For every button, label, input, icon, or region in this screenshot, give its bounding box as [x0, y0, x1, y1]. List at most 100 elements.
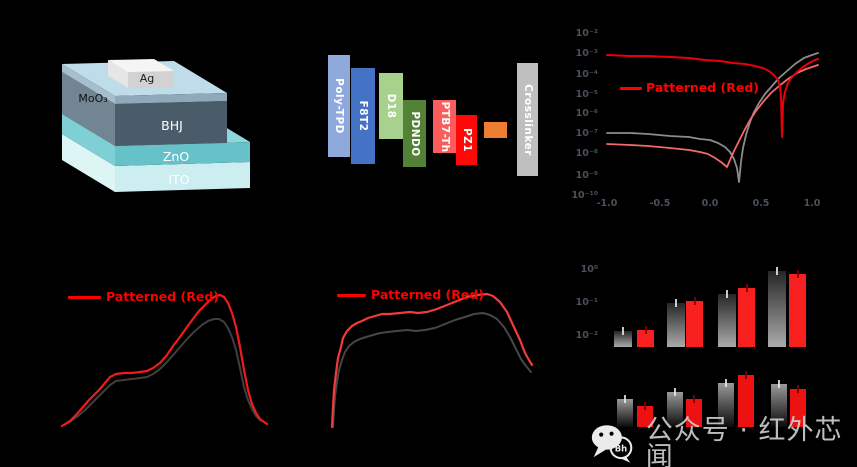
- eqe-legend-line: [68, 296, 101, 299]
- spectral-legend-line: [337, 294, 366, 297]
- axis-tick-label: 10⁻⁷: [575, 128, 598, 139]
- energy-bar-f8t2: F8T2: [351, 68, 375, 164]
- axis-tick-label: 10⁻¹⁰: [571, 190, 598, 201]
- error-bar: [622, 327, 624, 335]
- energy-bar-d18: D18: [379, 73, 403, 139]
- bars-bottom-gray-bar-4: [771, 380, 787, 427]
- bars-top-gray-bar-1: [614, 327, 632, 347]
- error-bar: [797, 385, 799, 393]
- axis-tick-label: 10⁰: [580, 264, 598, 275]
- axis-tick-label: 10⁻⁴: [575, 69, 598, 80]
- ag-electrode-top-face: [108, 59, 174, 72]
- error-bar: [796, 270, 799, 278]
- ag-label: Ag: [140, 72, 155, 85]
- bars-top-gray-bar-2: [667, 299, 685, 347]
- bars-top-red-bar-1: [637, 326, 654, 347]
- bhj-label: BHJ: [161, 118, 183, 133]
- ito-label: ITO: [168, 172, 189, 187]
- bars-bottom-red-bar-4: [790, 385, 806, 427]
- watermark-text: 公众号 · 红外芯闻: [645, 415, 843, 467]
- eqe-curve-patterned: [60, 293, 269, 428]
- ag-electrode-left-face: [108, 60, 128, 88]
- bars-bottom-gray-bar-3: [718, 379, 734, 427]
- energy-bar-label: Poly-TPD: [333, 78, 345, 134]
- energy-bar-pz1: PZ1: [456, 115, 477, 165]
- bars-bottom-red-bar-2: [686, 395, 702, 427]
- bhj-layer-front-face: [115, 101, 227, 146]
- error-bar: [726, 290, 728, 298]
- error-bar: [776, 267, 778, 275]
- zno-layer-front-face: [115, 142, 250, 166]
- axis-tick-label: 0.0: [701, 198, 719, 209]
- bars-top-red-bar-3: [738, 284, 755, 347]
- axis-tick-label: -1.0: [596, 198, 618, 209]
- bars-bottom-gray-bar-1: [617, 395, 633, 427]
- bars-top-red-bar-4: [789, 270, 806, 347]
- axis-tick-label: -0.5: [649, 198, 671, 209]
- error-bar: [778, 380, 780, 388]
- wechat-icon: Bh: [591, 425, 633, 463]
- error-bar: [745, 284, 748, 292]
- eqe-curve-non-patterned: [61, 318, 268, 427]
- energy-bar-label: PDNDO: [408, 110, 421, 157]
- moo3-layer-front-face: [115, 93, 227, 104]
- ito-layer-front-face: [115, 162, 250, 192]
- energy-bar-label: Crosslinker: [521, 83, 534, 156]
- jv-legend-line: [620, 87, 642, 90]
- bars-top-gray-bar-4: [768, 267, 786, 347]
- zno-layer-left-face: [62, 114, 115, 166]
- moo3-label: MoO₃: [78, 92, 107, 105]
- moo3-layer-left-face: [62, 64, 115, 104]
- energy-bar-label: D18: [385, 93, 397, 119]
- energy-bar-poly-tpd: Poly-TPD: [328, 55, 350, 157]
- axis-tick-label: 0.5: [752, 198, 770, 209]
- axis-tick-label: 10⁻²: [575, 330, 598, 341]
- bars-top-gray-bar-3: [718, 290, 736, 347]
- crosslinker-connector-block: [484, 122, 507, 138]
- ag-electrode-front-face: [128, 71, 174, 88]
- energy-bar-label: F8T2: [357, 100, 369, 132]
- energy-bar-label: PZ1: [460, 127, 473, 153]
- axis-tick-label: 10⁻¹: [575, 297, 598, 308]
- error-bar: [624, 395, 626, 403]
- axis-tick-label: 1.0: [803, 198, 821, 209]
- error-bar: [674, 388, 676, 396]
- bars-bottom-red-bar-1: [637, 402, 653, 427]
- responsivity-spectrum-curves: [330, 292, 534, 429]
- spectral-legend-label: Patterned (Red): [371, 287, 485, 302]
- wechat-watermark: Bh 公众号 · 红外芯闻: [589, 417, 857, 467]
- jv-curve-patterned-illuminated-current: [606, 54, 819, 138]
- error-bar: [644, 402, 646, 410]
- jv-curves: [606, 52, 819, 183]
- axis-tick-label: 10⁻⁵: [575, 89, 598, 100]
- energy-bar-pdndo: PDNDO: [403, 100, 426, 167]
- bars-bottom-gray-bar-2: [667, 388, 683, 427]
- ito-layer-left-face: [62, 134, 115, 192]
- eqe-legend-label: Patterned (Red): [106, 289, 220, 304]
- error-bar: [675, 299, 677, 307]
- axis-tick-label: 10⁻⁹: [575, 170, 598, 181]
- svg-text:Bh: Bh: [615, 444, 627, 454]
- error-bar: [725, 379, 727, 387]
- jv-legend-label: Patterned (Red): [646, 80, 760, 95]
- bars-bottom-red-bar-3: [738, 371, 754, 427]
- spectral-curve-non-patterned: [332, 312, 532, 428]
- axis-tick-label: 10⁻²: [575, 28, 598, 39]
- error-bar: [644, 326, 647, 334]
- eqe-spectrum-curves: [60, 293, 269, 428]
- error-bar: [693, 395, 695, 403]
- zno-label: ZnO: [163, 149, 189, 164]
- bars-top-red-bar-2: [686, 297, 703, 347]
- energy-bar-crosslinker: Crosslinker: [517, 63, 538, 176]
- jv-curve-patterned-dark-current: [606, 64, 819, 168]
- energy-bar-label: PTB7-Th: [438, 100, 451, 153]
- device-stack-diagram: Ag MoO₃ BHJ ZnO ITO: [62, 59, 250, 192]
- energy-bar-ptb7-th: PTB7-Th: [433, 100, 456, 153]
- jv-curve-non-patterned-dark-current: [606, 52, 819, 183]
- axis-tick-label: 10⁻⁸: [575, 148, 598, 159]
- bhj-layer-left-face: [62, 72, 115, 146]
- error-bar: [693, 297, 696, 305]
- axis-tick-label: 10⁻⁶: [575, 108, 598, 119]
- spectral-curve-patterned: [330, 292, 534, 429]
